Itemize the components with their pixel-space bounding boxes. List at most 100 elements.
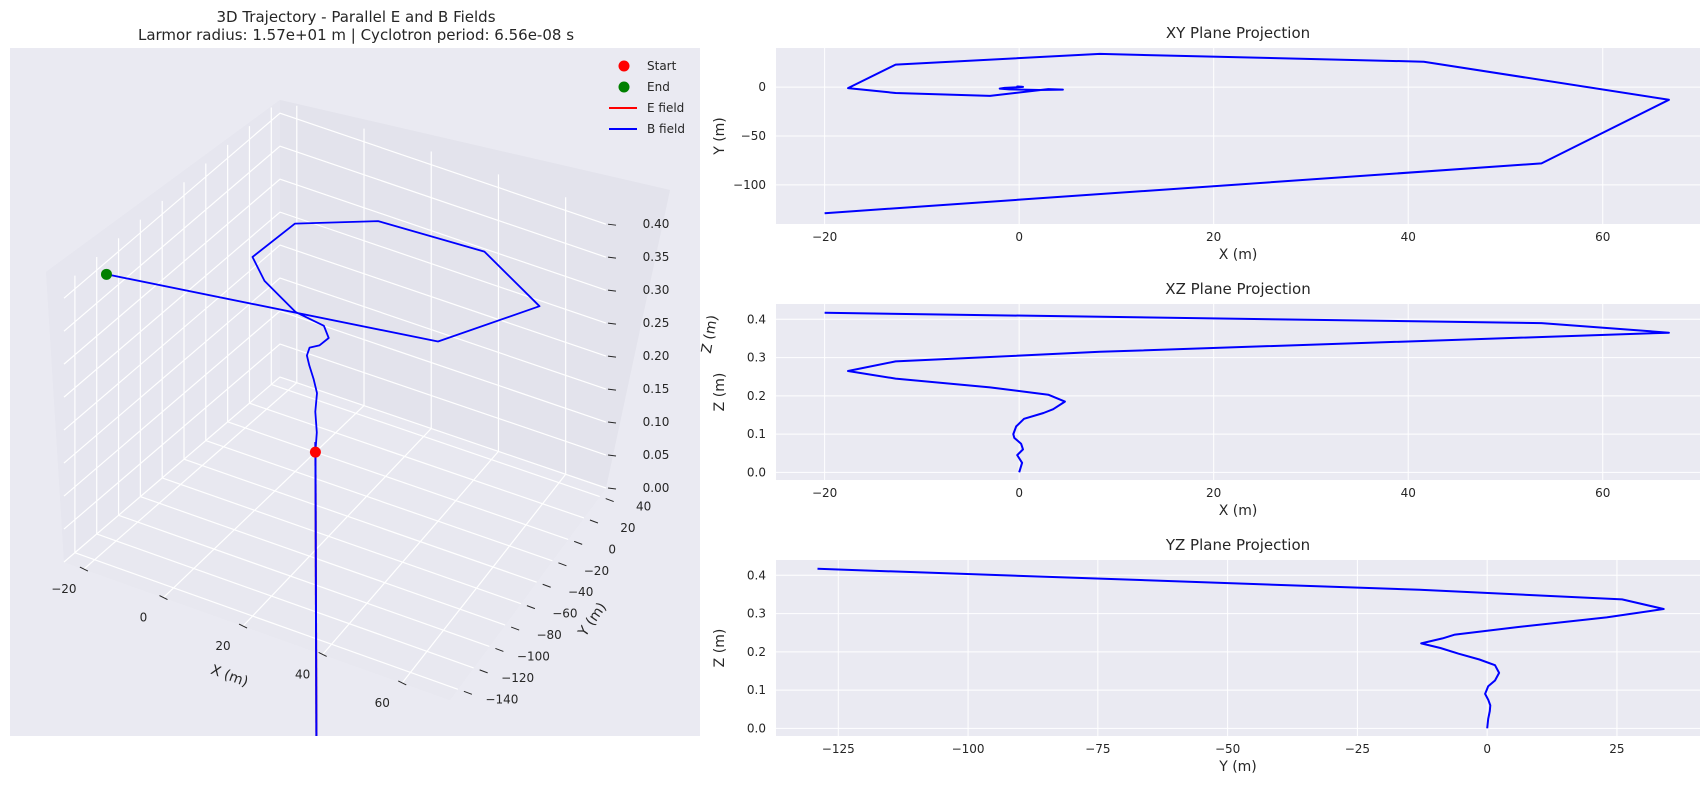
y-tick-label: 0.3 [747, 351, 766, 365]
x-gridline-floor [163, 405, 365, 599]
y-tick-mark-3d [589, 519, 599, 524]
x-tick-mark-3d [79, 566, 89, 572]
x-tick-label: 60 [1595, 486, 1610, 500]
start-marker [309, 446, 321, 458]
y-tick-label-3d: −40 [568, 585, 593, 599]
x-gridline-floor [83, 382, 298, 570]
z-tick-mark-3d [607, 421, 617, 424]
y-gridline-floor [74, 552, 459, 690]
z-gridline [63, 376, 607, 563]
y-gridline-floor [227, 421, 569, 540]
x-tick-label: −75 [1085, 742, 1110, 756]
y-tick-label-3d: 20 [620, 521, 635, 535]
y-tick-mark-3d [463, 690, 473, 695]
y-gridline-floor [96, 533, 474, 669]
x-gridline-floor [242, 428, 432, 627]
x-tick-label: 0 [1015, 486, 1023, 500]
y-tick-label: 0.3 [747, 607, 766, 621]
x-tick-label: −25 [1345, 742, 1370, 756]
y-tick-label-3d: 0 [608, 542, 616, 556]
y-tick-label-3d: −20 [584, 564, 609, 578]
z-gridline [63, 244, 607, 431]
end-marker [100, 268, 112, 280]
z-tick-label-3d: 0.35 [643, 250, 670, 264]
y-tick-label-3d: −120 [501, 671, 534, 685]
plot-area [776, 560, 1700, 736]
z-tick-mark-3d [607, 223, 617, 226]
panel-title: YZ Plane Projection [1165, 536, 1310, 554]
x-axis-label: Y (m) [1218, 759, 1257, 775]
y-axis-label: Z (m) [712, 373, 728, 412]
x-tick-label: 40 [1401, 486, 1416, 500]
legend-end-label: End [647, 80, 670, 94]
z-tick-mark-3d [607, 487, 617, 490]
y-tick-label: 0.0 [747, 465, 766, 479]
x-tick-mark-3d [398, 680, 407, 686]
z-gridline [63, 178, 607, 365]
y-tick-label-3d: −100 [517, 649, 550, 663]
legend: Start End E field B field [609, 59, 685, 136]
x-tick-mark-3d [318, 652, 327, 657]
z-tick-label-3d: 0.40 [643, 217, 670, 231]
z-tick-mark-3d [607, 355, 617, 358]
x-gridline-floor [401, 473, 567, 684]
y-tick-label-3d: −60 [552, 607, 577, 621]
x-tick-label: −20 [812, 230, 837, 244]
y-axis-label: Y (m) [712, 117, 728, 156]
grid-3d [63, 105, 607, 690]
y-gridline-floor [183, 458, 537, 583]
y-gridline-floor [205, 439, 553, 562]
x-tick-label-3d: 60 [375, 696, 390, 710]
x-tick-label: 0 [1483, 742, 1491, 756]
trajectory-line [824, 52, 1670, 215]
z-tick-mark-3d [607, 322, 617, 325]
z-gridline [63, 145, 607, 332]
y-tick-mark-3d [526, 605, 536, 610]
z-gridline [63, 211, 607, 398]
xz-projection-panel: −20 0 20 40 60 0.0 0.1 0.2 0.3 0.4 XZ Plane Projec… [712, 280, 1700, 519]
z-tick-mark-3d [607, 289, 617, 292]
y-tick-mark-3d [574, 540, 583, 545]
z-tick-label-3d: 0.10 [643, 415, 670, 429]
trajectory-line [824, 311, 1670, 473]
trajectory-3d-line [106, 220, 541, 453]
x-axis-label: X (m) [1219, 503, 1258, 519]
plot-area [776, 304, 1700, 480]
y-tick-mark-3d [605, 498, 614, 503]
y-tick-label: 0.1 [747, 427, 766, 441]
xy-projection-panel: −20 0 20 40 60 −100 −50 0 XY Plane Projection X (… [712, 24, 1700, 263]
x-tick-label: −125 [822, 742, 855, 756]
y-tick-label-3d: −80 [536, 628, 561, 642]
z-tick-mark-3d [607, 256, 617, 259]
x-tick-label: −100 [952, 742, 985, 756]
z-gridline [63, 112, 607, 299]
z-tick-label-3d: 0.15 [643, 382, 670, 396]
x-tick-label: 20 [1206, 230, 1221, 244]
x-tick-label-3d: −20 [51, 582, 76, 596]
y-tick-mark-3d [495, 647, 504, 652]
x-tick-label-3d: 40 [295, 667, 310, 681]
panel-title: XZ Plane Projection [1165, 280, 1310, 298]
x-gridline-floor [322, 450, 499, 655]
y-tick-label: 0.1 [747, 683, 766, 697]
panel-title: XY Plane Projection [1166, 24, 1310, 42]
y-axis-label: Z (m) [712, 629, 728, 668]
z-tick-mark-3d [607, 454, 617, 457]
legend-start-marker [618, 60, 630, 72]
y-gridline-floor [249, 402, 585, 519]
legend-end-marker [618, 81, 630, 93]
z-gridline [63, 310, 607, 497]
x-tick-label-3d: 20 [215, 639, 230, 653]
x-tick-label: 0 [1015, 230, 1023, 244]
y-tick-label-3d: 40 [636, 500, 651, 514]
yz-projection-panel: −125 −100 −75 −50 −25 0 25 0.0 0.1 0.2 0.3 0.4 YZ Pl… [712, 536, 1700, 775]
y-tick-mark-3d [558, 562, 567, 567]
y-tick-mark-3d [510, 626, 520, 631]
y-gridline-floor [140, 496, 506, 626]
x-tick-label-3d: 0 [140, 611, 148, 625]
z-gridline [63, 277, 607, 464]
figure-subtitle-3d: Larmor radius: 1.57e+01 m | Cyclotron pe… [138, 26, 574, 44]
x-tick-label: 60 [1595, 230, 1610, 244]
y-gridline-floor [271, 383, 600, 498]
